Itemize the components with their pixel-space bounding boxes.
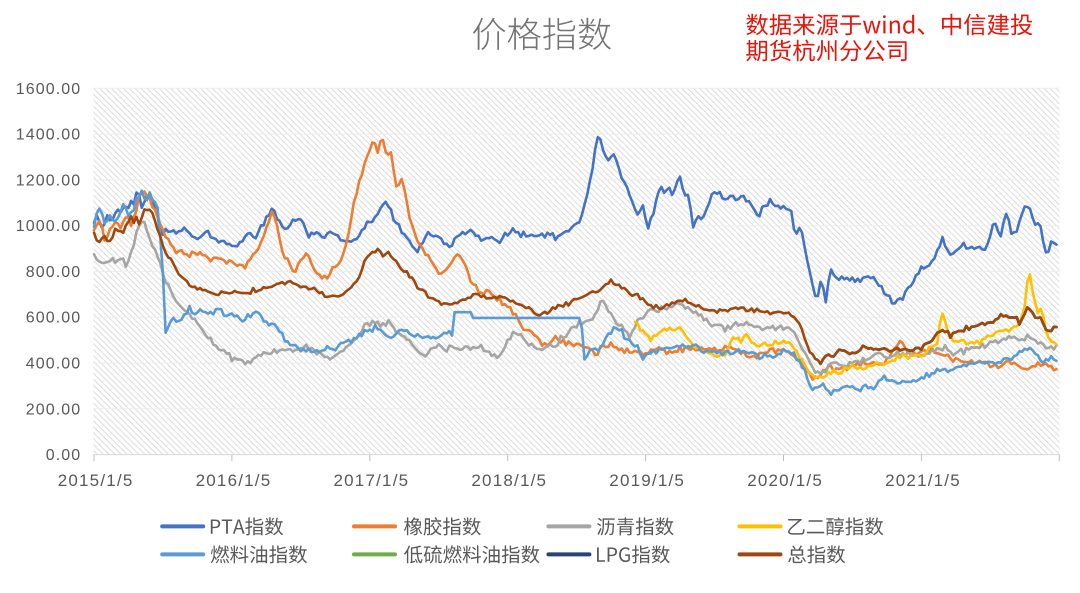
svg-text:1000.00: 1000.00 (16, 218, 82, 235)
svg-text:200.00: 200.00 (26, 401, 82, 418)
svg-text:600.00: 600.00 (26, 310, 82, 327)
svg-text:2019/1/5: 2019/1/5 (609, 471, 685, 490)
svg-text:1400.00: 1400.00 (16, 127, 82, 144)
svg-text:2016/1/5: 2016/1/5 (196, 471, 272, 490)
svg-text:400.00: 400.00 (26, 356, 82, 373)
svg-text:1600.00: 1600.00 (16, 81, 82, 98)
svg-text:0.00: 0.00 (46, 447, 82, 464)
svg-text:2021/1/5: 2021/1/5 (885, 471, 961, 490)
svg-text:2020/1/5: 2020/1/5 (747, 471, 823, 490)
svg-text:800.00: 800.00 (26, 264, 82, 281)
svg-text:2017/1/5: 2017/1/5 (334, 471, 410, 490)
svg-text:2015/1/5: 2015/1/5 (58, 471, 134, 490)
svg-text:1200.00: 1200.00 (16, 172, 82, 189)
svg-text:2018/1/5: 2018/1/5 (471, 471, 547, 490)
